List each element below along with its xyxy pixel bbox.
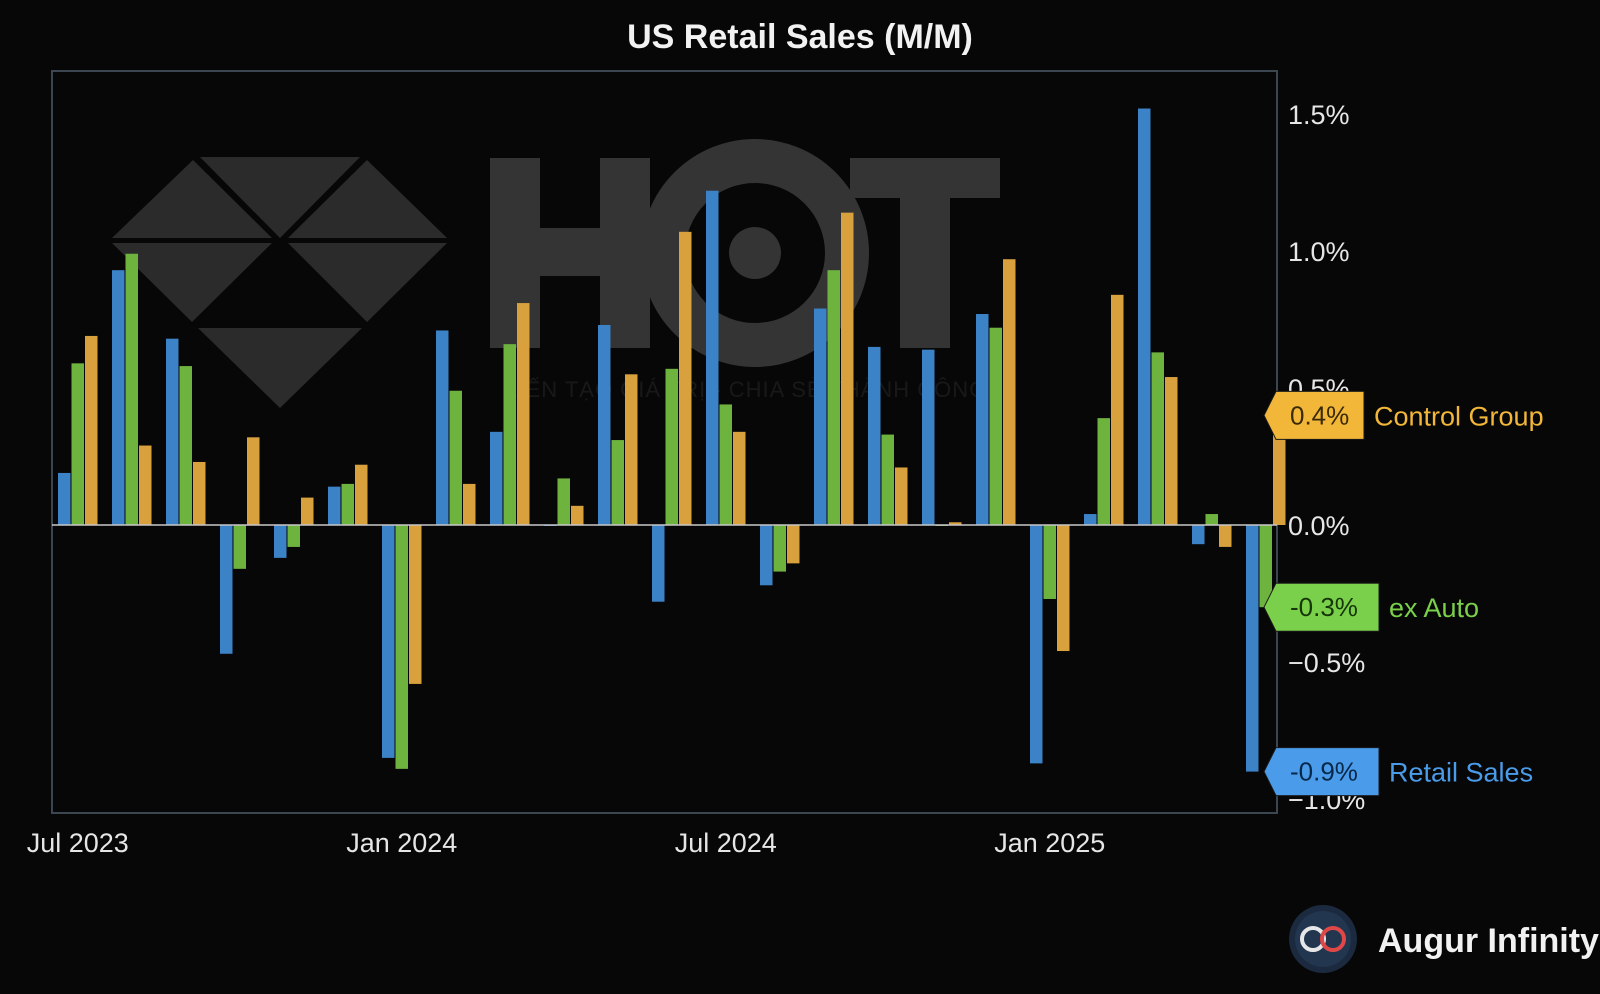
bar-control-group-19 [1057, 525, 1070, 652]
x-tick-label: Jan 2024 [346, 828, 457, 858]
x-axis-ticks: Jul 2023 Jan 2024 Jul 2024 Jan 2025 [27, 828, 1106, 858]
bar-retail-sales-23 [1246, 525, 1259, 772]
series-label: ex Auto [1389, 593, 1479, 623]
bar-retail-sales-12 [652, 525, 665, 602]
bar-control-group-16 [895, 467, 908, 525]
x-tick-label: Jul 2023 [27, 828, 129, 858]
watermark-diamond-icon [112, 157, 447, 408]
bar-retail-sales-11 [598, 324, 611, 525]
bar-ex-auto-12 [665, 368, 678, 525]
bar-control-group-3 [193, 461, 206, 525]
bar-ex-auto-10 [557, 478, 570, 525]
bar-ex-auto-11 [611, 440, 624, 525]
bar-retail-sales-3 [166, 338, 179, 525]
bar-retail-sales-8 [436, 330, 449, 525]
value-tag-text: 0.4% [1290, 400, 1349, 430]
bar-control-group-11 [625, 374, 638, 525]
y-tick-label: −0.5% [1288, 648, 1365, 678]
bar-ex-auto-23 [1259, 525, 1272, 608]
value-tag-control-group: 0.4% Control Group [1263, 390, 1544, 440]
bar-ex-auto-19 [1043, 525, 1056, 599]
bar-retail-sales-16 [868, 346, 881, 525]
bar-control-group-21 [1165, 377, 1178, 525]
bar-control-group-10 [571, 505, 584, 525]
bar-ex-auto-4 [233, 525, 246, 569]
y-axis-ticks: 1.5%1.0%0.5%0.0%−0.5%−1.0% [1288, 100, 1365, 815]
bar-ex-auto-15 [827, 270, 840, 525]
brand: Augur Infinity [1289, 905, 1599, 973]
value-tag-retail-sales: -0.9% Retail Sales [1263, 747, 1533, 797]
bar-retail-sales-2 [112, 270, 125, 525]
bar-control-group-22 [1219, 525, 1232, 547]
bar-control-group-2 [139, 445, 152, 525]
bar-retail-sales-20 [1084, 514, 1097, 525]
value-tag-text: -0.9% [1290, 757, 1358, 787]
bar-control-group-8 [463, 483, 476, 525]
bar-ex-auto-7 [395, 525, 408, 769]
watermark-tagline: KIẾN TẠO GIÁ TRỊ - CHIA SẺ THÀNH CÔNG [503, 377, 987, 402]
bar-ex-auto-9 [503, 344, 516, 525]
value-tag-text: -0.3% [1290, 592, 1358, 622]
bars-layer [58, 108, 1286, 772]
series-label: Retail Sales [1389, 758, 1533, 788]
bar-retail-sales-7 [382, 525, 395, 758]
x-tick-label: Jan 2025 [994, 828, 1105, 858]
bar-retail-sales-22 [1192, 525, 1205, 545]
bar-ex-auto-16 [881, 434, 894, 525]
bar-retail-sales-9 [490, 431, 503, 525]
bar-control-group-20 [1111, 294, 1124, 525]
bar-control-group-4 [247, 437, 260, 525]
bar-retail-sales-14 [760, 525, 773, 586]
watermark-logo-letters [490, 139, 1000, 367]
bar-ex-auto-5 [287, 525, 300, 547]
bar-control-group-5 [301, 497, 314, 525]
bar-control-group-17 [949, 522, 962, 525]
bar-retail-sales-1 [58, 472, 71, 525]
brand-name: Augur Infinity [1378, 922, 1599, 960]
bar-ex-auto-1 [71, 363, 84, 525]
bar-ex-auto-6 [341, 483, 354, 525]
bar-retail-sales-13 [706, 190, 719, 525]
bar-control-group-9 [517, 303, 530, 525]
bar-retail-sales-19 [1030, 525, 1043, 764]
bar-control-group-23 [1273, 415, 1286, 525]
x-tick-label: Jul 2024 [675, 828, 777, 858]
bar-retail-sales-21 [1138, 108, 1151, 526]
bar-ex-auto-22 [1205, 514, 1218, 525]
bar-retail-sales-15 [814, 308, 827, 525]
bar-control-group-12 [679, 231, 692, 525]
bar-ex-auto-3 [179, 366, 192, 525]
bar-ex-auto-18 [989, 327, 1002, 525]
bar-retail-sales-5 [274, 525, 287, 558]
watermark: KIẾN TẠO GIÁ TRỊ - CHIA SẺ THÀNH CÔNG [112, 139, 1000, 408]
bar-ex-auto-21 [1151, 352, 1164, 525]
chart-title: US Retail Sales (M/M) [627, 18, 973, 56]
bar-control-group-13 [733, 431, 746, 525]
bar-ex-auto-20 [1097, 418, 1110, 525]
series-label: Control Group [1374, 401, 1544, 431]
bar-control-group-14 [787, 525, 800, 564]
bar-ex-auto-2 [125, 253, 138, 526]
bar-control-group-1 [85, 335, 98, 525]
value-tag-ex-auto: -0.3% ex Auto [1263, 582, 1479, 632]
bar-control-group-18 [1003, 259, 1016, 525]
bar-ex-auto-14 [773, 525, 786, 572]
bar-ex-auto-13 [719, 404, 732, 525]
bar-control-group-6 [355, 464, 368, 525]
y-tick-label: 0.0% [1288, 511, 1350, 541]
bar-retail-sales-4 [220, 525, 233, 654]
bar-retail-sales-6 [328, 486, 341, 525]
infinity-logo-icon [1289, 905, 1357, 973]
y-tick-label: 1.0% [1288, 237, 1350, 267]
bar-retail-sales-17 [922, 349, 935, 525]
bar-control-group-7 [409, 525, 422, 684]
bar-retail-sales-18 [976, 314, 989, 525]
last-value-tags: 0.4% Control Group -0.3% ex Auto -0.9% Retail… [1263, 390, 1544, 797]
bar-control-group-15 [841, 212, 854, 525]
y-tick-label: 1.5% [1288, 100, 1350, 130]
bar-ex-auto-8 [449, 390, 462, 525]
